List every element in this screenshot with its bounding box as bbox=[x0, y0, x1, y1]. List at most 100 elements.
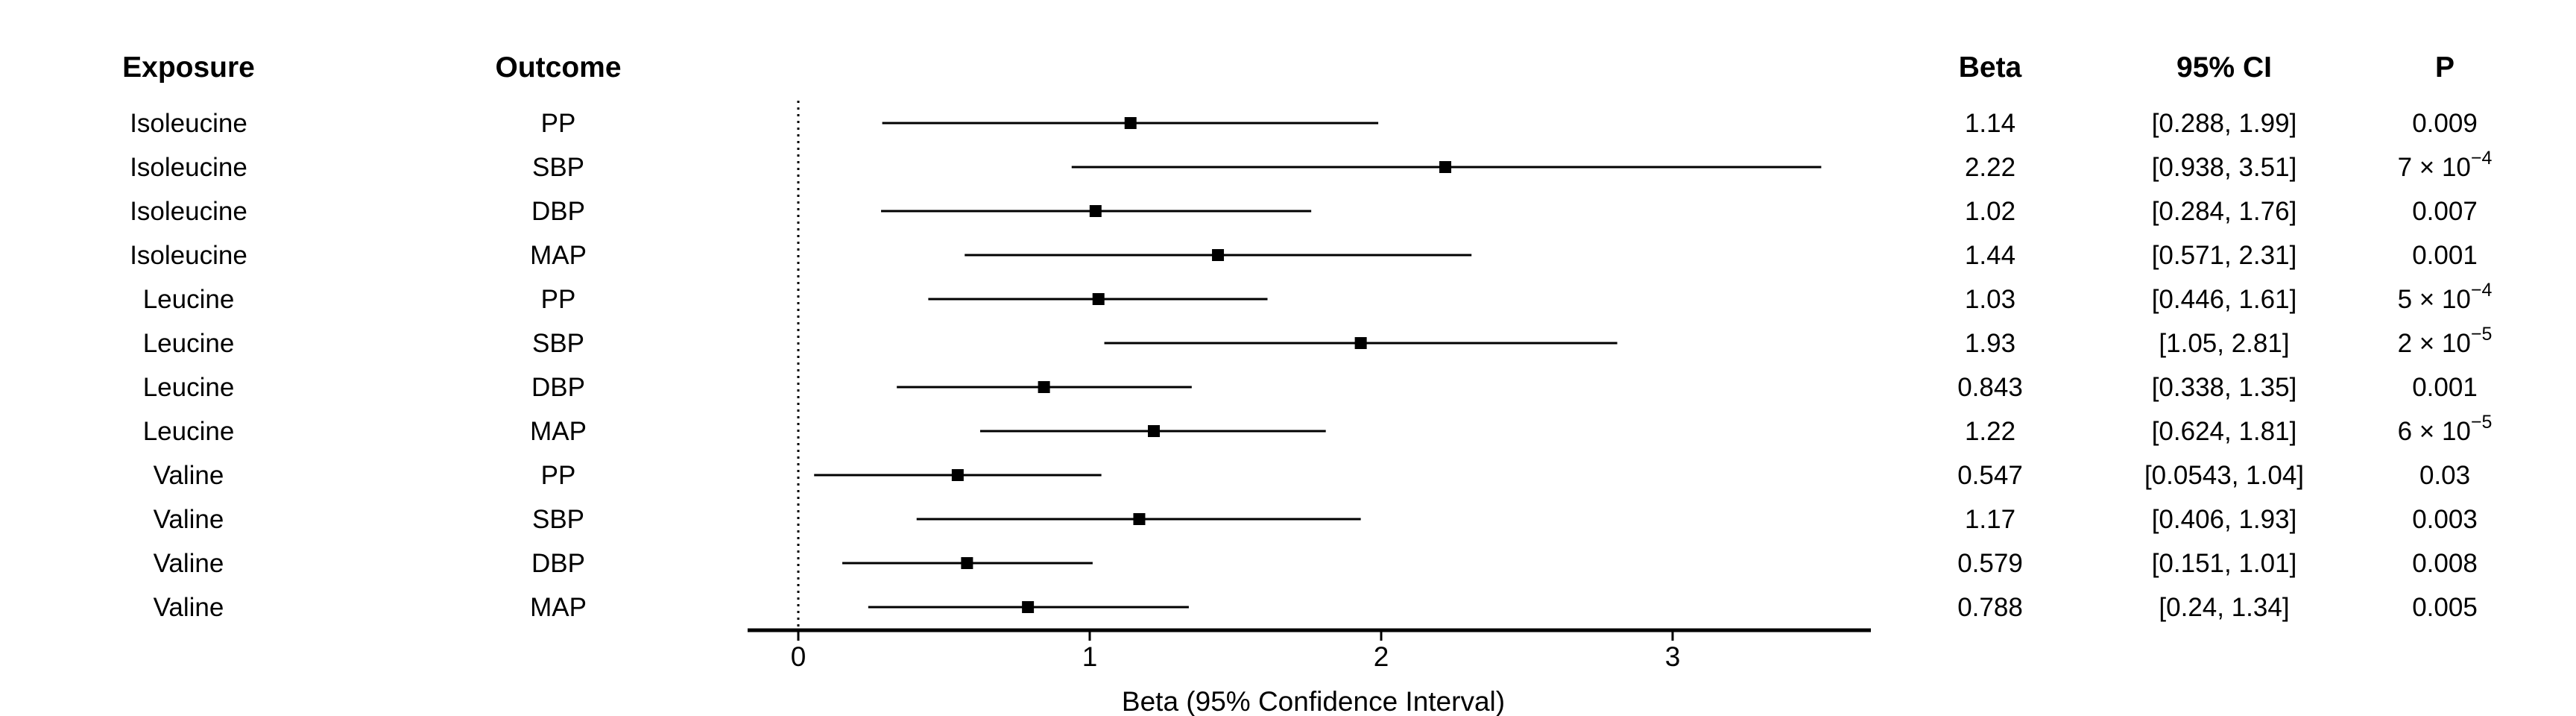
beta-value: 1.22 bbox=[1965, 417, 2015, 446]
beta-value: 2.22 bbox=[1965, 153, 2015, 182]
outcome-label: SBP bbox=[532, 505, 584, 534]
beta-value: 1.44 bbox=[1965, 241, 2015, 270]
forest-row: Valine SBP 1.17 [0.406, 1.93] 0.003 bbox=[154, 505, 2478, 534]
outcome-label: DBP bbox=[531, 373, 585, 402]
beta-point bbox=[1038, 381, 1050, 393]
p-value-exponent: −5 bbox=[2471, 324, 2493, 345]
x-tick-label: 1 bbox=[1082, 641, 1098, 672]
beta-point bbox=[1133, 513, 1146, 525]
x-axis-label: Beta (95% Confidence Interval) bbox=[1122, 686, 1505, 716]
beta-value: 1.93 bbox=[1965, 329, 2015, 358]
header-beta: Beta bbox=[1959, 51, 2022, 84]
beta-point bbox=[1092, 293, 1105, 305]
p-value-mantissa: 5 × 10 bbox=[2398, 285, 2471, 314]
p-value: 0.005 bbox=[2412, 593, 2478, 622]
ci-value: [0.406, 1.93] bbox=[2152, 505, 2297, 534]
ci-value: [0.938, 3.51] bbox=[2152, 153, 2297, 182]
outcome-label: PP bbox=[541, 285, 576, 314]
p-value: 0.001 bbox=[2412, 373, 2478, 402]
outcome-label: PP bbox=[541, 109, 576, 138]
exposure-label: Leucine bbox=[143, 417, 235, 446]
forest-row: Leucine SBP 1.93 [1.05, 2.81] 2 × 10−5 bbox=[143, 324, 2493, 358]
beta-point bbox=[961, 557, 973, 569]
p-value: 5 × 10−4 bbox=[2398, 280, 2493, 314]
header-p: P bbox=[2435, 51, 2455, 84]
p-value-exponent: −5 bbox=[2471, 412, 2493, 433]
ci-value: [0.288, 1.99] bbox=[2152, 109, 2297, 138]
forest-row: Isoleucine DBP 1.02 [0.284, 1.76] 0.007 bbox=[130, 197, 2478, 226]
header-ci: 95% CI bbox=[2176, 51, 2272, 84]
beta-point bbox=[1148, 425, 1161, 437]
outcome-label: MAP bbox=[530, 593, 587, 622]
exposure-label: Leucine bbox=[143, 373, 235, 402]
beta-value: 0.788 bbox=[1957, 593, 2023, 622]
exposure-label: Valine bbox=[154, 549, 224, 578]
p-value: 0.03 bbox=[2419, 461, 2470, 490]
forest-row: Valine DBP 0.579 [0.151, 1.01] 0.008 bbox=[154, 549, 2478, 578]
beta-value: 1.17 bbox=[1965, 505, 2015, 534]
beta-value: 0.547 bbox=[1957, 461, 2023, 490]
p-value-mantissa: 2 × 10 bbox=[2398, 329, 2471, 358]
p-value-mantissa: 7 × 10 bbox=[2398, 153, 2471, 182]
outcome-label: PP bbox=[541, 461, 576, 490]
p-value: 0.008 bbox=[2412, 549, 2478, 578]
p-value: 7 × 10−4 bbox=[2398, 148, 2493, 182]
outcome-label: DBP bbox=[531, 549, 585, 578]
p-value: 0.007 bbox=[2412, 197, 2478, 226]
p-value: 0.001 bbox=[2412, 241, 2478, 270]
beta-point bbox=[1089, 205, 1102, 217]
forest-row: Leucine DBP 0.843 [0.338, 1.35] 0.001 bbox=[143, 373, 2478, 402]
beta-point bbox=[1439, 161, 1452, 173]
beta-value: 0.843 bbox=[1957, 373, 2023, 402]
ci-value: [1.05, 2.81] bbox=[2159, 329, 2289, 358]
ci-value: [0.446, 1.61] bbox=[2152, 285, 2297, 314]
p-value: 0.003 bbox=[2412, 505, 2478, 534]
beta-value: 0.579 bbox=[1957, 549, 2023, 578]
x-tick-label: 2 bbox=[1374, 641, 1389, 672]
ci-value: [0.624, 1.81] bbox=[2152, 417, 2297, 446]
forest-row: Isoleucine PP 1.14 [0.288, 1.99] 0.009 bbox=[130, 109, 2478, 138]
p-value-mantissa: 6 × 10 bbox=[2398, 417, 2471, 446]
beta-value: 1.14 bbox=[1965, 109, 2015, 138]
exposure-label: Isoleucine bbox=[130, 241, 247, 270]
header-exposure: Exposure bbox=[122, 51, 255, 84]
ci-value: [0.571, 2.31] bbox=[2152, 241, 2297, 270]
outcome-label: SBP bbox=[532, 329, 584, 358]
beta-point bbox=[1354, 337, 1367, 349]
x-tick-label: 3 bbox=[1665, 641, 1681, 672]
p-value-exponent: −4 bbox=[2471, 280, 2493, 301]
header-outcome: Outcome bbox=[495, 51, 621, 84]
ci-value: [0.24, 1.34] bbox=[2159, 593, 2289, 622]
p-value: 2 × 10−5 bbox=[2398, 324, 2493, 358]
forest-row: Isoleucine MAP 1.44 [0.571, 2.31] 0.001 bbox=[130, 241, 2478, 270]
beta-value: 1.02 bbox=[1965, 197, 2015, 226]
ci-value: [0.0543, 1.04] bbox=[2144, 461, 2304, 490]
p-value-exponent: −4 bbox=[2471, 148, 2493, 169]
exposure-label: Leucine bbox=[143, 329, 235, 358]
forest-row: Valine MAP 0.788 [0.24, 1.34] 0.005 bbox=[154, 593, 2478, 622]
ci-value: [0.151, 1.01] bbox=[2152, 549, 2297, 578]
exposure-label: Leucine bbox=[143, 285, 235, 314]
ci-value: [0.338, 1.35] bbox=[2152, 373, 2297, 402]
outcome-label: MAP bbox=[530, 417, 587, 446]
p-value: 6 × 10−5 bbox=[2398, 412, 2493, 446]
ci-value: [0.284, 1.76] bbox=[2152, 197, 2297, 226]
x-tick-label: 0 bbox=[791, 641, 806, 672]
exposure-label: Isoleucine bbox=[130, 197, 247, 226]
beta-point bbox=[1212, 249, 1225, 261]
p-value: 0.009 bbox=[2412, 109, 2478, 138]
outcome-label: DBP bbox=[531, 197, 585, 226]
outcome-label: MAP bbox=[530, 241, 587, 270]
exposure-label: Isoleucine bbox=[130, 109, 247, 138]
forest-row: Valine PP 0.547 [0.0543, 1.04] 0.03 bbox=[154, 461, 2470, 490]
beta-point bbox=[1022, 601, 1035, 613]
exposure-label: Valine bbox=[154, 593, 224, 622]
beta-point bbox=[951, 469, 964, 481]
outcome-label: SBP bbox=[532, 153, 584, 182]
exposure-label: Isoleucine bbox=[130, 153, 247, 182]
exposure-label: Valine bbox=[154, 505, 224, 534]
exposure-label: Valine bbox=[154, 461, 224, 490]
beta-value: 1.03 bbox=[1965, 285, 2015, 314]
forest-row: Leucine PP 1.03 [0.446, 1.61] 5 × 10−4 bbox=[143, 280, 2493, 314]
